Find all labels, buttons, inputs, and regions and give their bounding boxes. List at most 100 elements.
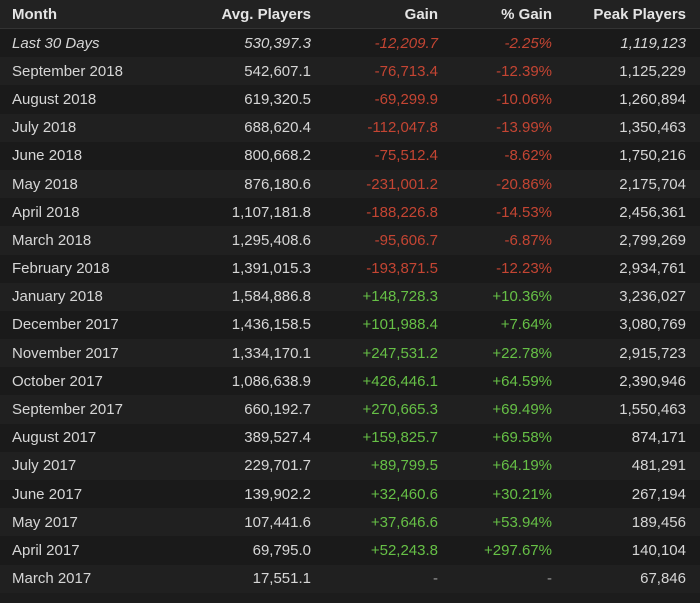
cell-peak-players: 2,799,269 bbox=[619, 231, 686, 249]
header-pct-gain[interactable]: % Gain bbox=[452, 0, 566, 29]
cell-avg-players: 530,397.3 bbox=[244, 34, 311, 52]
cell-gain: -193,871.5 bbox=[366, 260, 438, 278]
cell-month: February 2018 bbox=[12, 260, 110, 278]
table-row: October 2017 1,086,638.9 +426,446.1 +64.59%… bbox=[0, 367, 700, 396]
cell-month: January 2018 bbox=[12, 288, 103, 306]
cell-gain: +52,243.8 bbox=[370, 541, 438, 559]
cell-gain: -12,209.7 bbox=[374, 34, 438, 52]
cell-month: August 2018 bbox=[12, 90, 97, 108]
cell-avg-players: 1,295,408.6 bbox=[231, 231, 311, 249]
cell-pct-gain: +64.59% bbox=[492, 372, 552, 390]
cell-avg-players: 619,320.5 bbox=[244, 90, 311, 108]
cell-peak-players: 1,350,463 bbox=[619, 119, 686, 137]
cell-gain: -75,512.4 bbox=[374, 147, 438, 165]
table-row: February 2018 1,391,015.3 -193,871.5 -12.23… bbox=[0, 254, 700, 283]
cell-pct-gain: -13.99% bbox=[496, 119, 552, 137]
table-row: March 2017 17,551.1 - - 67,846 bbox=[0, 564, 700, 593]
cell-gain: +426,446.1 bbox=[362, 372, 439, 390]
cell-gain: +247,531.2 bbox=[362, 344, 439, 362]
cell-pct-gain: -12.39% bbox=[496, 62, 552, 80]
cell-gain: +159,825.7 bbox=[362, 429, 439, 447]
cell-pct-gain: +10.36% bbox=[492, 288, 552, 306]
header-peak-players[interactable]: Peak Players bbox=[566, 0, 700, 29]
cell-peak-players: 140,104 bbox=[631, 541, 686, 559]
table-row: May 2017 107,441.6 +37,646.6 +53.94% 189,456 bbox=[0, 508, 700, 537]
table-row: Last 30 Days 530,397.3 -12,209.7 -2.25% 1,11… bbox=[0, 28, 700, 58]
header-month[interactable]: Month bbox=[0, 0, 185, 29]
cell-avg-players: 17,551.1 bbox=[252, 570, 311, 588]
cell-peak-players: 2,456,361 bbox=[619, 203, 686, 221]
cell-month: April 2017 bbox=[12, 541, 80, 559]
cell-peak-players: 1,260,894 bbox=[619, 90, 686, 108]
cell-peak-players: 189,456 bbox=[631, 513, 686, 531]
cell-peak-players: 1,550,463 bbox=[619, 401, 686, 419]
table-row: December 2017 1,436,158.5 +101,988.4 +7.64%… bbox=[0, 310, 700, 340]
cell-avg-players: 139,902.2 bbox=[244, 485, 311, 503]
cell-pct-gain: -8.62% bbox=[504, 147, 552, 165]
cell-pct-gain: -14.53% bbox=[496, 203, 552, 221]
header-row: Month Avg. Players Gain % Gain Peak Play… bbox=[0, 0, 700, 29]
cell-avg-players: 542,607.1 bbox=[244, 62, 311, 80]
cell-month: June 2017 bbox=[12, 485, 83, 503]
cell-peak-players: 2,175,704 bbox=[619, 175, 686, 193]
table-row: July 2018 688,620.4 -112,047.8 -13.99% 1,350… bbox=[0, 113, 700, 142]
header-gain[interactable]: Gain bbox=[325, 0, 452, 29]
cell-pct-gain: +64.19% bbox=[492, 457, 552, 475]
table-header: Month Avg. Players Gain % Gain Peak Play… bbox=[0, 0, 700, 29]
cell-month: July 2017 bbox=[12, 457, 77, 475]
cell-gain: - bbox=[433, 570, 438, 588]
cell-month: November 2017 bbox=[12, 344, 119, 362]
cell-peak-players: 3,080,769 bbox=[619, 316, 686, 334]
table-body: Last 30 Days 530,397.3 -12,209.7 -2.25% 1,11… bbox=[0, 28, 700, 593]
cell-pct-gain: +69.49% bbox=[492, 401, 552, 419]
cell-avg-players: 229,701.7 bbox=[244, 457, 311, 475]
cell-peak-players: 481,291 bbox=[631, 457, 686, 475]
cell-peak-players: 1,125,229 bbox=[619, 62, 686, 80]
cell-pct-gain: -10.06% bbox=[496, 90, 552, 108]
cell-month: June 2018 bbox=[12, 147, 83, 165]
cell-gain: +101,988.4 bbox=[362, 316, 439, 334]
cell-avg-players: 688,620.4 bbox=[244, 119, 311, 137]
cell-peak-players: 1,750,216 bbox=[619, 147, 686, 165]
cell-pct-gain: -6.87% bbox=[504, 231, 552, 249]
cell-peak-players: 267,194 bbox=[631, 485, 686, 503]
table-row: April 2017 69,795.0 +52,243.8 +297.67% 140,1… bbox=[0, 536, 700, 565]
cell-gain: -188,226.8 bbox=[366, 203, 438, 221]
table-row: November 2017 1,334,170.1 +247,531.2 +22.78… bbox=[0, 339, 700, 368]
cell-month: March 2017 bbox=[12, 570, 92, 588]
cell-peak-players: 2,390,946 bbox=[619, 372, 686, 390]
cell-peak-players: 2,915,723 bbox=[619, 344, 686, 362]
cell-gain: +32,460.6 bbox=[370, 485, 438, 503]
cell-month: March 2018 bbox=[12, 231, 92, 249]
cell-peak-players: 1,119,123 bbox=[620, 34, 686, 52]
cell-gain: +148,728.3 bbox=[362, 288, 439, 306]
cell-pct-gain: -2.25% bbox=[504, 34, 552, 52]
header-avg-players[interactable]: Avg. Players bbox=[185, 0, 325, 29]
cell-peak-players: 3,236,027 bbox=[619, 288, 686, 306]
cell-peak-players: 67,846 bbox=[640, 570, 686, 588]
table-row: August 2018 619,320.5 -69,299.9 -10.06% 1,26… bbox=[0, 85, 700, 114]
cell-peak-players: 874,171 bbox=[631, 429, 686, 447]
cell-pct-gain: -12.23% bbox=[496, 260, 552, 278]
cell-avg-players: 800,668.2 bbox=[244, 147, 311, 165]
cell-avg-players: 1,584,886.8 bbox=[231, 288, 311, 306]
cell-pct-gain: -20.86% bbox=[496, 175, 552, 193]
cell-avg-players: 876,180.6 bbox=[244, 175, 311, 193]
cell-avg-players: 1,107,181.8 bbox=[231, 203, 311, 221]
table-row: June 2018 800,668.2 -75,512.4 -8.62% 1,750,2… bbox=[0, 141, 700, 170]
table-row: August 2017 389,527.4 +159,825.7 +69.58% 874… bbox=[0, 423, 700, 452]
cell-month: May 2017 bbox=[12, 513, 78, 531]
cell-avg-players: 660,192.7 bbox=[244, 401, 311, 419]
cell-avg-players: 389,527.4 bbox=[244, 429, 311, 447]
table-row: January 2018 1,584,886.8 +148,728.3 +10.36%… bbox=[0, 282, 700, 311]
cell-avg-players: 1,391,015.3 bbox=[231, 260, 311, 278]
cell-gain: -231,001.2 bbox=[366, 175, 438, 193]
cell-month: September 2017 bbox=[12, 401, 123, 419]
cell-avg-players: 69,795.0 bbox=[252, 541, 311, 559]
cell-avg-players: 107,441.6 bbox=[244, 513, 311, 531]
cell-month: August 2017 bbox=[12, 429, 97, 447]
cell-gain: -69,299.9 bbox=[374, 90, 438, 108]
cell-gain: -95,606.7 bbox=[374, 231, 438, 249]
cell-month: December 2017 bbox=[12, 316, 119, 334]
